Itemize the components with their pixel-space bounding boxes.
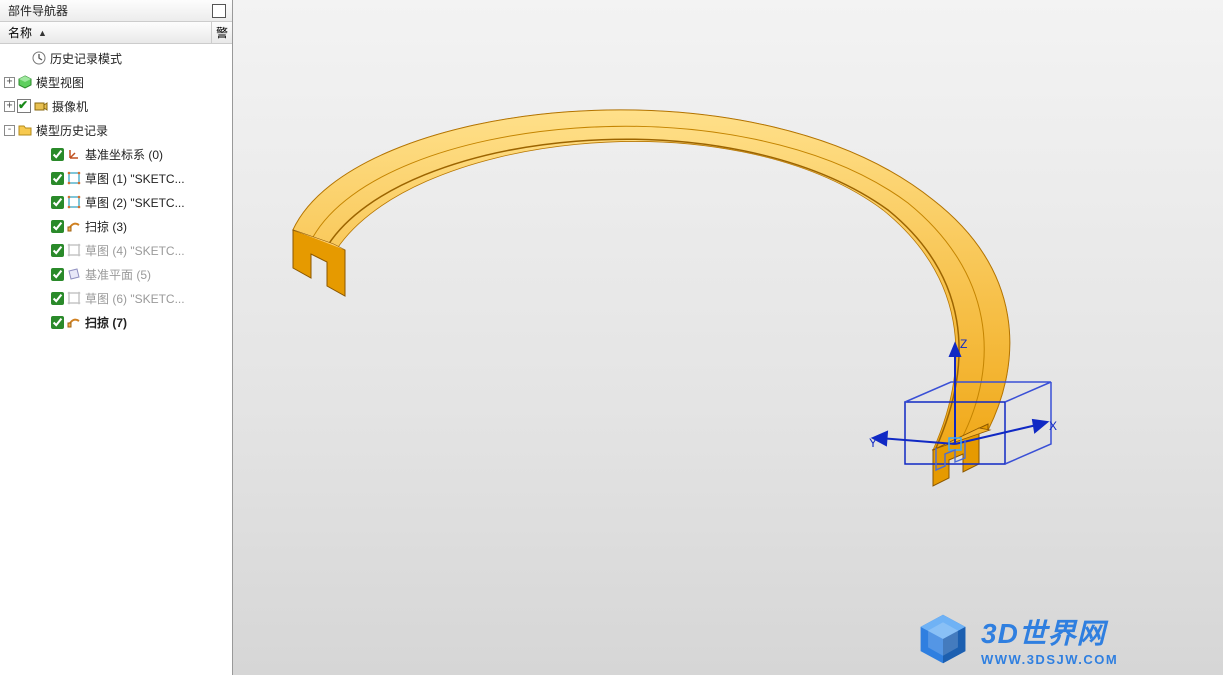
expander-spacer	[38, 317, 49, 328]
feature-checkbox[interactable]	[51, 268, 64, 281]
column-name-label: 名称	[8, 24, 32, 41]
panel-title-text: 部件导航器	[8, 2, 68, 19]
clock-icon	[31, 50, 47, 66]
feature-checkbox[interactable]	[51, 172, 64, 185]
tree-item-label: 扫掠 (3)	[85, 218, 127, 235]
tree-item[interactable]: 扫掠 (3)	[0, 214, 232, 238]
watermark: 3D世界网 WWW.3DSJW.COM	[915, 609, 1215, 669]
pin-button[interactable]	[212, 4, 226, 18]
feature-checkbox[interactable]	[51, 244, 64, 257]
tree-item-label: 草图 (1) "SKETC...	[85, 170, 185, 187]
part-navigator-panel: 部件导航器 名称 ▲ 警 历史记录模式 + 模型视图 + 摄像机 - 模型历史记录基准坐标系…	[0, 0, 233, 675]
sketch-icon	[66, 194, 82, 210]
sort-ascending-icon: ▲	[38, 28, 47, 38]
watermark-title: 3D世界网	[981, 612, 1118, 652]
sketch-muted-icon	[66, 242, 82, 258]
axis-x-label: X	[1049, 419, 1057, 433]
sketch-muted-icon	[66, 290, 82, 306]
expander-spacer	[38, 293, 49, 304]
feature-checkbox[interactable]	[51, 148, 64, 161]
tree-item-label: 历史记录模式	[50, 50, 122, 67]
axis-y-label: Y	[869, 436, 877, 450]
feature-tree[interactable]: 历史记录模式 + 模型视图 + 摄像机 - 模型历史记录基准坐标系 (0) 草图 (1) "S…	[0, 44, 232, 675]
tree-item[interactable]: 草图 (1) "SKETC...	[0, 166, 232, 190]
tree-item-label: 模型视图	[36, 74, 84, 91]
model-view-icon	[17, 74, 33, 90]
tree-item[interactable]: 草图 (6) "SKETC...	[0, 286, 232, 310]
tree-item-label: 草图 (4) "SKETC...	[85, 242, 185, 259]
expander-spacer	[38, 149, 49, 160]
expander-spacer	[38, 197, 49, 208]
watermark-url: WWW.3DSJW.COM	[981, 652, 1118, 667]
tree-item-label: 草图 (2) "SKETC...	[85, 194, 185, 211]
axis-z-label: Z	[960, 337, 967, 351]
tree-item[interactable]: 草图 (2) "SKETC...	[0, 190, 232, 214]
column-name[interactable]: 名称 ▲	[0, 22, 212, 43]
tree-item-label: 基准坐标系 (0)	[85, 146, 163, 163]
camera-icon	[33, 98, 49, 114]
expand-icon[interactable]: +	[4, 101, 15, 112]
watermark-logo-icon	[915, 611, 971, 667]
sweep-icon	[66, 218, 82, 234]
feature-checkbox[interactable]	[51, 220, 64, 233]
expand-icon[interactable]: +	[4, 77, 15, 88]
tree-item-label: 模型历史记录	[36, 122, 108, 139]
csys-icon	[66, 146, 82, 162]
expander-spacer	[18, 53, 29, 64]
tree-item[interactable]: 草图 (4) "SKETC...	[0, 238, 232, 262]
feature-checkbox[interactable]	[51, 292, 64, 305]
panel-titlebar: 部件导航器	[0, 0, 232, 22]
tree-item-label: 基准平面 (5)	[85, 266, 151, 283]
sketch-icon	[66, 170, 82, 186]
tree-item-label: 摄像机	[52, 98, 88, 115]
tree-item[interactable]: 扫掠 (7)	[0, 310, 232, 334]
expander-spacer	[38, 269, 49, 280]
tree-item[interactable]: + 摄像机	[0, 94, 232, 118]
tree-item[interactable]: 基准平面 (5)	[0, 262, 232, 286]
tree-item[interactable]: + 模型视图	[0, 70, 232, 94]
collapse-icon[interactable]: -	[4, 125, 15, 136]
folder-icon	[17, 122, 33, 138]
feature-checkbox[interactable]	[51, 196, 64, 209]
visibility-check-icon[interactable]	[17, 99, 31, 113]
feature-checkbox[interactable]	[51, 316, 64, 329]
tree-item-label: 草图 (6) "SKETC...	[85, 290, 185, 307]
model-render: Z X Y	[233, 0, 1223, 675]
column-warning[interactable]: 警	[212, 24, 232, 41]
expander-spacer	[38, 221, 49, 232]
tree-column-header[interactable]: 名称 ▲ 警	[0, 22, 232, 44]
tree-item[interactable]: 历史记录模式	[0, 46, 232, 70]
plane-icon	[66, 266, 82, 282]
tree-item[interactable]: 基准坐标系 (0)	[0, 142, 232, 166]
expander-spacer	[38, 245, 49, 256]
viewport-3d[interactable]: Z X Y 3D世界网 WWW.3DSJW.COM	[233, 0, 1223, 675]
tree-item[interactable]: - 模型历史记录	[0, 118, 232, 142]
tree-item-label: 扫掠 (7)	[85, 314, 127, 331]
expander-spacer	[38, 173, 49, 184]
sweep-icon	[66, 314, 82, 330]
